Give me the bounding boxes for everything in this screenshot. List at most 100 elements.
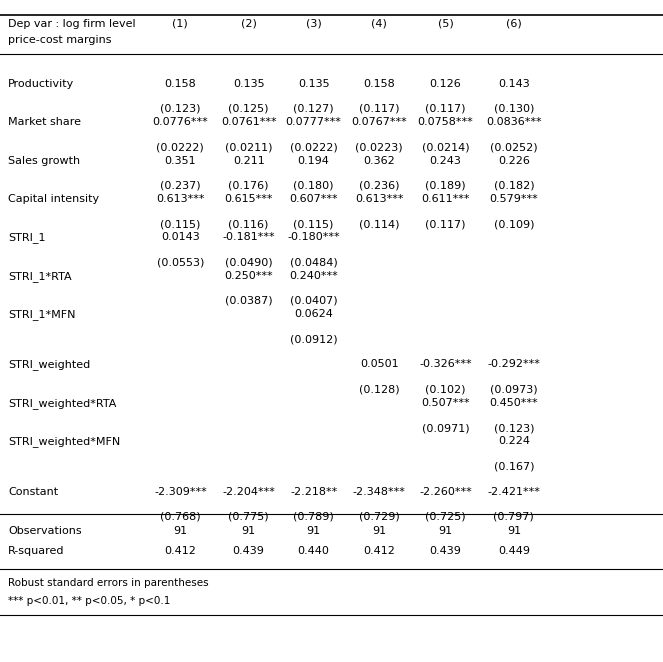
Text: (0.109): (0.109): [493, 219, 534, 229]
Text: 0.0777***: 0.0777***: [286, 117, 341, 127]
Text: 0.250***: 0.250***: [224, 271, 273, 281]
Text: 0.0501: 0.0501: [360, 359, 398, 369]
Text: -2.260***: -2.260***: [419, 487, 472, 496]
Text: (0.0222): (0.0222): [156, 142, 204, 152]
Text: STRI_weighted*MFN: STRI_weighted*MFN: [8, 436, 120, 447]
Text: -2.348***: -2.348***: [353, 487, 406, 496]
Text: (0.725): (0.725): [425, 512, 466, 522]
Text: -2.309***: -2.309***: [154, 487, 207, 496]
Text: (0.775): (0.775): [228, 512, 269, 522]
Text: (4): (4): [371, 19, 387, 28]
Text: (0.117): (0.117): [359, 104, 400, 114]
Text: STRI_1*MFN: STRI_1*MFN: [8, 309, 76, 320]
Text: 91: 91: [241, 526, 256, 536]
Text: 0.224: 0.224: [498, 436, 530, 446]
Text: 0.439: 0.439: [430, 546, 461, 556]
Text: -2.204***: -2.204***: [222, 487, 275, 496]
Text: 0.158: 0.158: [164, 79, 196, 89]
Text: 0.143: 0.143: [498, 79, 530, 89]
Text: 0.449: 0.449: [498, 546, 530, 556]
Text: 0.579***: 0.579***: [489, 194, 538, 204]
Text: 0.0767***: 0.0767***: [351, 117, 407, 127]
Text: 0.240***: 0.240***: [289, 271, 338, 281]
Text: (0.0973): (0.0973): [490, 385, 538, 395]
Text: 0.211: 0.211: [233, 156, 265, 166]
Text: (0.115): (0.115): [160, 219, 200, 229]
Text: (0.729): (0.729): [359, 512, 400, 522]
Text: STRI_1*RTA: STRI_1*RTA: [8, 271, 72, 281]
Text: (5): (5): [438, 19, 453, 28]
Text: (0.167): (0.167): [493, 461, 534, 471]
Text: (0.768): (0.768): [160, 512, 201, 522]
Text: 0.362: 0.362: [363, 156, 395, 166]
Text: Observations: Observations: [8, 526, 82, 536]
Text: (0.123): (0.123): [160, 104, 201, 114]
Text: 0.0761***: 0.0761***: [221, 117, 276, 127]
Text: 0.611***: 0.611***: [421, 194, 470, 204]
Text: (0.117): (0.117): [425, 219, 466, 229]
Text: 0.194: 0.194: [298, 156, 330, 166]
Text: R-squared: R-squared: [8, 546, 64, 556]
Text: -2.218**: -2.218**: [290, 487, 337, 496]
Text: 91: 91: [507, 526, 521, 536]
Text: (0.114): (0.114): [359, 219, 400, 229]
Text: 0.412: 0.412: [363, 546, 395, 556]
Text: 0.613***: 0.613***: [156, 194, 205, 204]
Text: 0.0758***: 0.0758***: [418, 117, 473, 127]
Text: (0.0211): (0.0211): [225, 142, 272, 152]
Text: (0.0971): (0.0971): [422, 423, 469, 433]
Text: 0.613***: 0.613***: [355, 194, 404, 204]
Text: (0.127): (0.127): [293, 104, 334, 114]
Text: (0.0553): (0.0553): [156, 258, 204, 267]
Text: *** p<0.01, ** p<0.05, * p<0.1: *** p<0.01, ** p<0.05, * p<0.1: [8, 596, 170, 606]
Text: Capital intensity: Capital intensity: [8, 194, 99, 204]
Text: 0.135: 0.135: [233, 79, 265, 89]
Text: STRI_weighted: STRI_weighted: [8, 359, 90, 370]
Text: 0.0836***: 0.0836***: [486, 117, 542, 127]
Text: -0.326***: -0.326***: [419, 359, 472, 369]
Text: 0.450***: 0.450***: [489, 398, 538, 408]
Text: (0.797): (0.797): [493, 512, 534, 522]
Text: (0.182): (0.182): [493, 181, 534, 191]
Text: (0.123): (0.123): [493, 423, 534, 433]
Text: 0.607***: 0.607***: [289, 194, 338, 204]
Text: price-cost margins: price-cost margins: [8, 35, 111, 45]
Text: 91: 91: [173, 526, 188, 536]
Text: (0.0484): (0.0484): [290, 258, 337, 267]
Text: (0.0407): (0.0407): [290, 296, 337, 306]
Text: STRI_1: STRI_1: [8, 232, 46, 243]
Text: Market share: Market share: [8, 117, 81, 127]
Text: -2.421***: -2.421***: [487, 487, 540, 496]
Text: 0.0624: 0.0624: [294, 309, 333, 319]
Text: 0.440: 0.440: [298, 546, 330, 556]
Text: Constant: Constant: [8, 487, 58, 496]
Text: (0.789): (0.789): [293, 512, 334, 522]
Text: Dep var : log firm level: Dep var : log firm level: [8, 19, 135, 28]
Text: (0.0912): (0.0912): [290, 334, 337, 344]
Text: (0.236): (0.236): [359, 181, 400, 191]
Text: -0.292***: -0.292***: [487, 359, 540, 369]
Text: 0.615***: 0.615***: [224, 194, 273, 204]
Text: 0.507***: 0.507***: [421, 398, 470, 408]
Text: 0.439: 0.439: [233, 546, 265, 556]
Text: (0.117): (0.117): [425, 104, 466, 114]
Text: 91: 91: [372, 526, 387, 536]
Text: (0.189): (0.189): [425, 181, 466, 191]
Text: (0.0490): (0.0490): [225, 258, 272, 267]
Text: 0.126: 0.126: [430, 79, 461, 89]
Text: Productivity: Productivity: [8, 79, 74, 89]
Text: 91: 91: [438, 526, 453, 536]
Text: 0.351: 0.351: [164, 156, 196, 166]
Text: (0.125): (0.125): [228, 104, 269, 114]
Text: (1): (1): [172, 19, 188, 28]
Text: (3): (3): [306, 19, 322, 28]
Text: Robust standard errors in parentheses: Robust standard errors in parentheses: [8, 578, 209, 588]
Text: (0.130): (0.130): [494, 104, 534, 114]
Text: (0.115): (0.115): [294, 219, 333, 229]
Text: 0.0776***: 0.0776***: [152, 117, 208, 127]
Text: (0.0222): (0.0222): [290, 142, 337, 152]
Text: Sales growth: Sales growth: [8, 156, 80, 166]
Text: STRI_weighted*RTA: STRI_weighted*RTA: [8, 398, 116, 408]
Text: 0.0143: 0.0143: [161, 232, 200, 242]
Text: 0.243: 0.243: [430, 156, 461, 166]
